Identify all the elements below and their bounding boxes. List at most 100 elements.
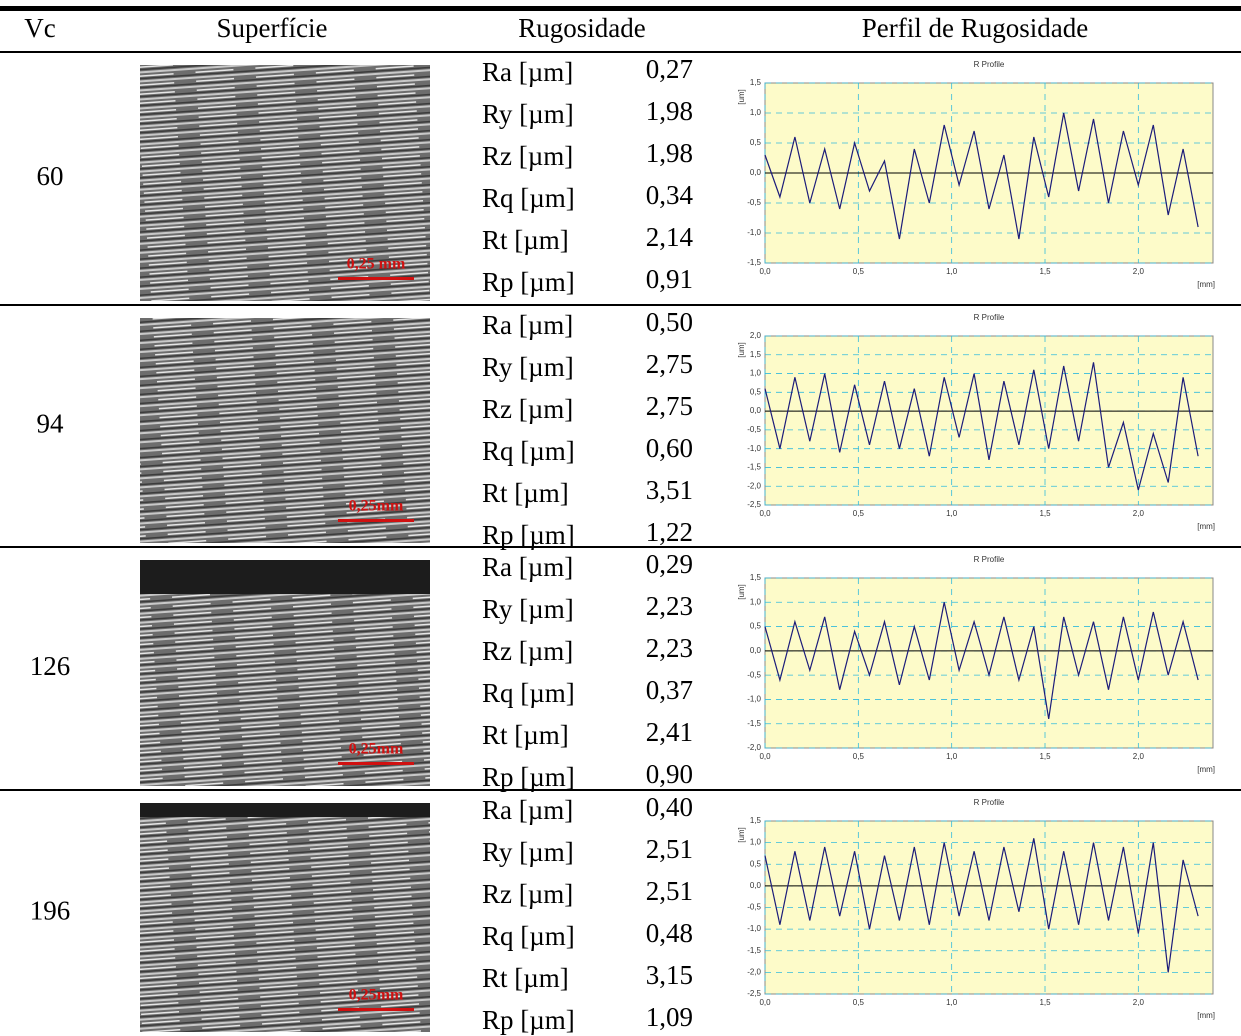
y-tick-label: 1,5: [750, 350, 762, 359]
param-name: Rq [µm]: [482, 183, 575, 213]
x-tick-label: 1,5: [1039, 998, 1051, 1007]
header-surface: Superfície: [217, 13, 328, 43]
y-tick-label: -1,5: [747, 463, 761, 472]
y-tick-label: -1,0: [747, 695, 761, 704]
y-axis-label: [um]: [737, 584, 746, 600]
top-rule: [0, 6, 1241, 11]
y-tick-label: -1,0: [747, 228, 761, 237]
y-tick-label: 0,5: [750, 138, 762, 147]
x-tick-label: 0,0: [759, 752, 771, 761]
param-name: Rq [µm]: [482, 921, 575, 951]
y-axis-label: [um]: [737, 89, 746, 105]
y-axis-label: [um]: [737, 827, 746, 843]
param-name: Ra [µm]: [482, 57, 573, 87]
param-name: Rz [µm]: [482, 394, 573, 424]
y-tick-label: 1,5: [750, 816, 762, 825]
x-axis-label: [mm]: [1197, 522, 1215, 531]
param-name: Rt [µm]: [482, 720, 569, 750]
y-tick-label: -0,5: [747, 670, 761, 679]
y-tick-label: -0,5: [747, 903, 761, 912]
param-value: 1,22: [646, 517, 693, 547]
row-rule: [0, 304, 1241, 306]
y-tick-label: -1,0: [747, 444, 761, 453]
surface-photo: [140, 803, 430, 1032]
x-tick-label: 0,5: [853, 267, 865, 276]
param-name: Rt [µm]: [482, 478, 569, 508]
param-value: 2,41: [646, 717, 693, 747]
chart-title: R Profile: [974, 60, 1005, 69]
vc-value: 94: [37, 409, 65, 439]
param-value: 0,29: [646, 549, 693, 579]
photo-edge: [140, 803, 430, 817]
param-name: Ra [µm]: [482, 552, 573, 582]
y-tick-label: -0,5: [747, 198, 761, 207]
y-tick-label: -2,5: [747, 989, 761, 998]
y-tick-label: -0,5: [747, 425, 761, 434]
param-name: Rq [µm]: [482, 678, 575, 708]
param-name: Rp [µm]: [482, 762, 575, 792]
y-tick-label: 0,5: [750, 387, 762, 396]
header-profile: Perfil de Rugosidade: [862, 13, 1088, 43]
profile-line: [764, 362, 1199, 491]
x-tick-label: 0,0: [759, 998, 771, 1007]
chart-title: R Profile: [974, 313, 1005, 322]
param-name: Ry [µm]: [482, 594, 574, 624]
y-tick-label: 0,5: [750, 859, 762, 868]
y-tick-label: 0,5: [750, 622, 762, 631]
x-tick-label: 2,0: [1133, 267, 1145, 276]
param-value: 0,37: [646, 675, 693, 705]
scale-label: 0,25mm: [349, 498, 404, 515]
x-tick-label: 1,0: [946, 267, 958, 276]
x-tick-label: 0,5: [853, 752, 865, 761]
param-name: Ra [µm]: [482, 795, 573, 825]
plot-area: [764, 577, 1214, 749]
param-name: Rt [µm]: [482, 225, 569, 255]
y-tick-label: -2,0: [747, 481, 761, 490]
x-tick-label: 1,5: [1039, 509, 1051, 518]
x-axis-label: [mm]: [1197, 1011, 1215, 1020]
y-tick-label: -1,5: [747, 258, 761, 267]
y-tick-label: 1,0: [750, 369, 762, 378]
param-name: Rz [µm]: [482, 879, 573, 909]
scale-bar: [338, 1008, 414, 1011]
param-value: 0,34: [646, 180, 694, 210]
y-tick-label: 0,0: [750, 406, 762, 415]
y-tick-label: 0,0: [750, 168, 762, 177]
row-rule: [0, 789, 1241, 791]
x-tick-label: 1,0: [946, 509, 958, 518]
param-name: Rp [µm]: [482, 1005, 575, 1035]
y-tick-label: -1,5: [747, 719, 761, 728]
y-axis-label: [um]: [737, 342, 746, 358]
x-tick-label: 0,0: [759, 509, 771, 518]
photo-edge: [140, 560, 430, 594]
y-tick-label: 0,0: [750, 646, 762, 655]
plot-area: [764, 335, 1214, 506]
row-rule: [0, 546, 1241, 548]
y-tick-label: -2,0: [747, 967, 761, 976]
param-value: 2,51: [646, 876, 693, 906]
y-tick-label: 1,0: [750, 597, 762, 606]
param-value: 2,51: [646, 834, 693, 864]
vc-value: 60: [37, 161, 64, 191]
profile-line: [764, 602, 1199, 719]
scale-bar: [338, 519, 414, 522]
param-value: 0,91: [646, 264, 693, 294]
profile-line: [764, 112, 1199, 240]
param-name: Rz [µm]: [482, 636, 573, 666]
x-tick-label: 2,0: [1133, 998, 1145, 1007]
param-name: Rq [µm]: [482, 436, 575, 466]
x-tick-label: 1,5: [1039, 267, 1051, 276]
x-tick-label: 0,5: [853, 509, 865, 518]
chart-title: R Profile: [974, 798, 1005, 807]
param-value: 0,48: [646, 918, 693, 948]
param-value: 2,14: [646, 222, 694, 252]
x-axis-label: [mm]: [1197, 280, 1215, 289]
x-tick-label: 0,0: [759, 267, 771, 276]
scale-label: 0,25mm: [349, 987, 404, 1004]
param-value: 2,75: [646, 391, 693, 421]
x-tick-label: 2,0: [1133, 509, 1145, 518]
x-axis-label: [mm]: [1197, 765, 1215, 774]
y-tick-label: 1,5: [750, 573, 762, 582]
vc-value: 126: [30, 651, 71, 681]
